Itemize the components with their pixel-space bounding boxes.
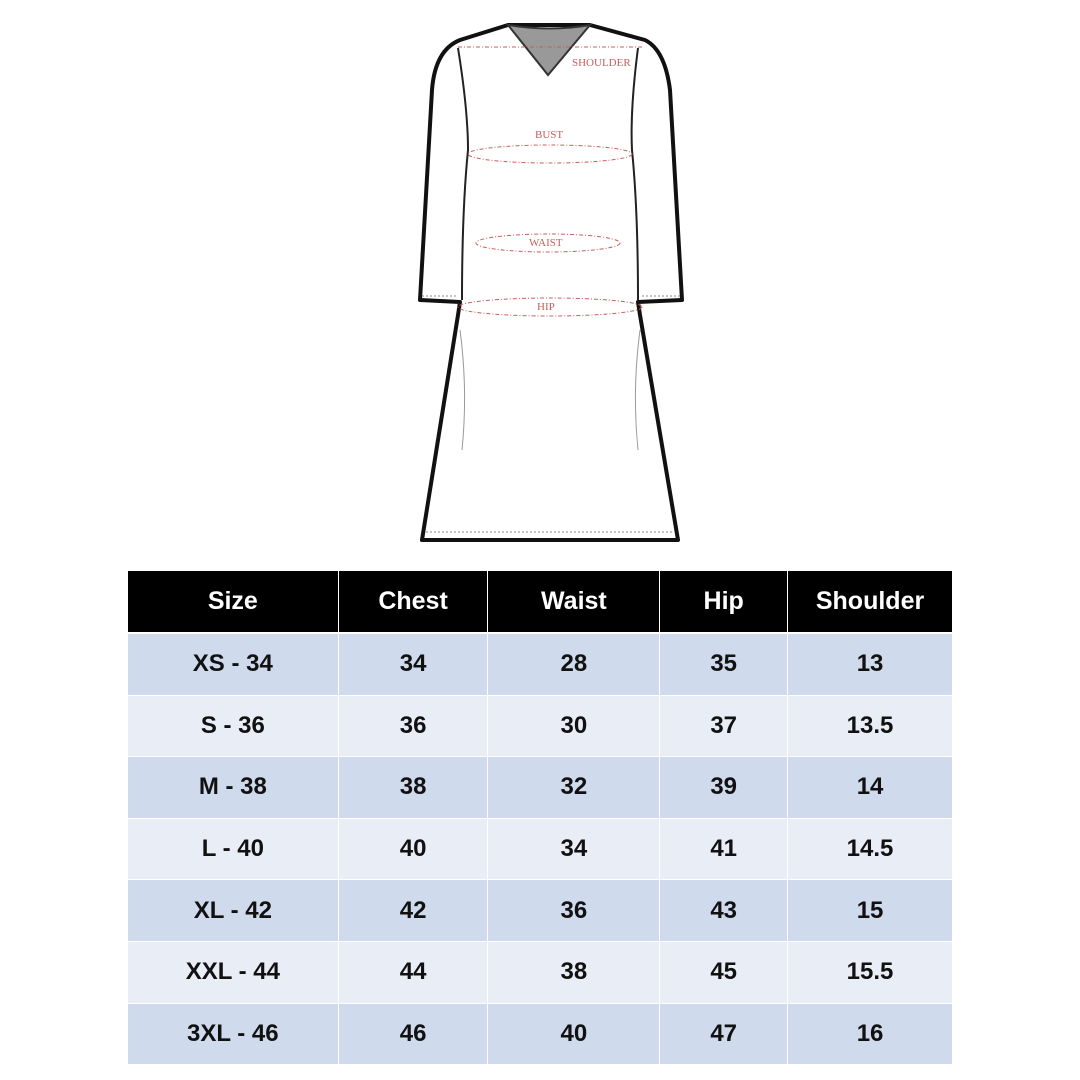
dress-measurement-illustration: SHOULDER BUST WAIST HIP xyxy=(418,23,684,542)
cell-hip: 47 xyxy=(659,1003,789,1066)
header-shoulder: Shoulder xyxy=(787,571,953,634)
armhole-left xyxy=(457,47,470,301)
cell-waist: 40 xyxy=(487,1003,661,1066)
cell-shoulder: 15.5 xyxy=(787,941,953,1004)
cell-size: XL - 42 xyxy=(127,879,339,942)
label-hip: HIP xyxy=(537,301,555,313)
cell-size: M - 38 xyxy=(127,756,339,819)
cell-shoulder: 13.5 xyxy=(787,695,953,758)
cell-waist: 38 xyxy=(487,941,661,1004)
cell-chest: 40 xyxy=(337,818,489,881)
cell-size: XXL - 44 xyxy=(127,941,339,1004)
cell-chest: 46 xyxy=(337,1003,489,1066)
cell-waist: 32 xyxy=(487,756,661,819)
cell-hip: 35 xyxy=(659,633,789,696)
cell-chest: 44 xyxy=(337,941,489,1004)
cell-hip: 39 xyxy=(659,756,789,819)
label-waist: WAIST xyxy=(529,237,563,249)
table-row: XS - 34 34 28 35 13 xyxy=(127,633,953,696)
cell-size: L - 40 xyxy=(127,818,339,881)
cell-shoulder: 14 xyxy=(787,756,953,819)
cell-size: 3XL - 46 xyxy=(127,1003,339,1066)
cell-waist: 30 xyxy=(487,695,661,758)
table-header-row: Size Chest Waist Hip Shoulder xyxy=(127,571,953,634)
header-size: Size xyxy=(127,571,339,634)
table-row: 3XL - 46 46 40 47 16 xyxy=(127,1003,953,1066)
label-bust: BUST xyxy=(535,129,563,141)
cell-waist: 28 xyxy=(487,633,661,696)
cell-waist: 36 xyxy=(487,879,661,942)
cell-shoulder: 15 xyxy=(787,879,953,942)
cell-hip: 37 xyxy=(659,695,789,758)
table-row: M - 38 38 32 39 14 xyxy=(127,756,953,819)
cell-shoulder: 16 xyxy=(787,1003,953,1066)
cell-hip: 43 xyxy=(659,879,789,942)
cell-hip: 41 xyxy=(659,818,789,881)
size-chart-table: Size Chest Waist Hip Shoulder XS - 34 34 2… xyxy=(127,571,953,1066)
neckline xyxy=(505,23,593,77)
cell-shoulder: 13 xyxy=(787,633,953,696)
header-waist: Waist xyxy=(487,571,661,634)
cell-size: XS - 34 xyxy=(127,633,339,696)
cell-waist: 34 xyxy=(487,818,661,881)
cell-shoulder: 14.5 xyxy=(787,818,953,881)
cell-chest: 42 xyxy=(337,879,489,942)
label-shoulder: SHOULDER xyxy=(572,57,631,69)
table-row: L - 40 40 34 41 14.5 xyxy=(127,818,953,881)
table-row: S - 36 36 30 37 13.5 xyxy=(127,695,953,758)
dress-outline xyxy=(418,23,684,542)
cell-chest: 38 xyxy=(337,756,489,819)
table-row: XXL - 44 44 38 45 15.5 xyxy=(127,941,953,1004)
cell-hip: 45 xyxy=(659,941,789,1004)
cell-size: S - 36 xyxy=(127,695,339,758)
header-hip: Hip xyxy=(659,571,789,634)
cell-chest: 36 xyxy=(337,695,489,758)
armhole-right xyxy=(630,47,639,301)
cell-chest: 34 xyxy=(337,633,489,696)
table-row: XL - 42 42 36 43 15 xyxy=(127,879,953,942)
header-chest: Chest xyxy=(337,571,489,634)
